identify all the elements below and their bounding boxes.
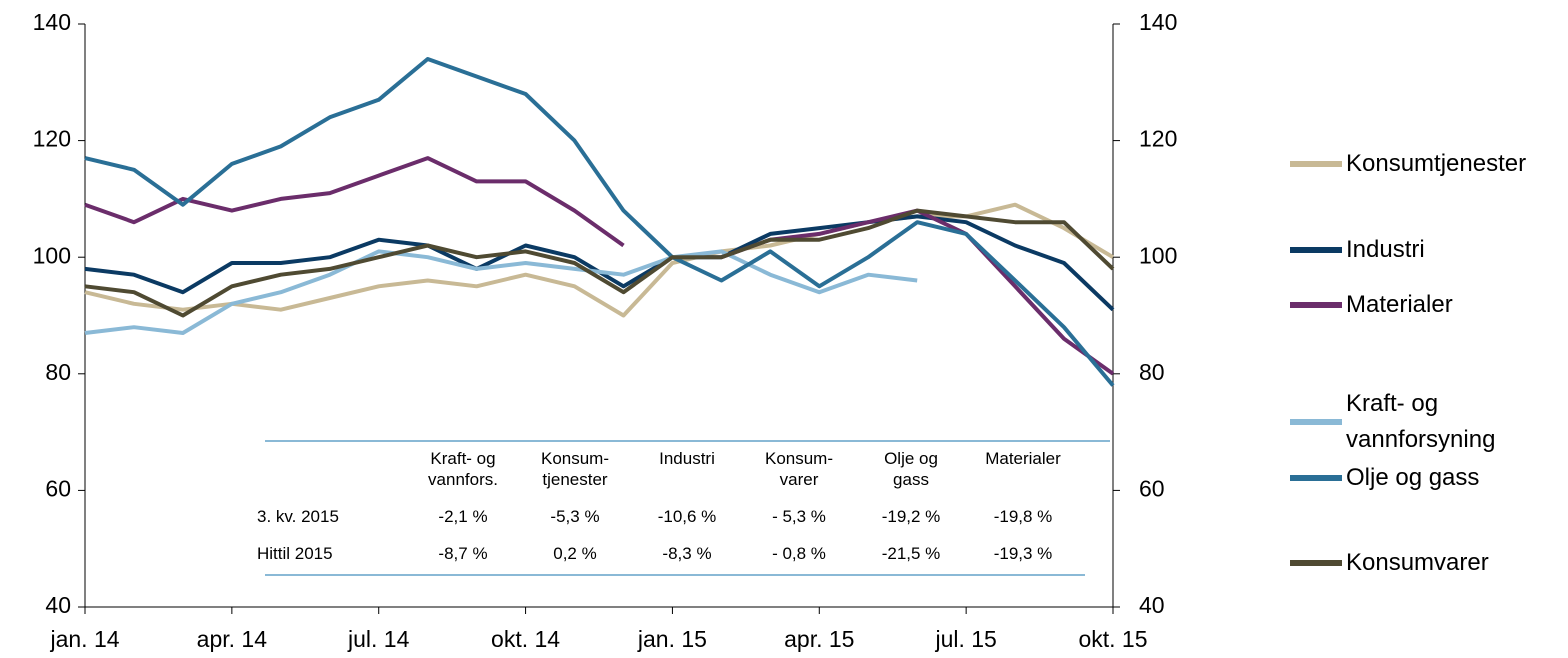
table-cell: - 0,8 %	[772, 543, 826, 563]
legend-swatch	[1290, 247, 1342, 253]
legend-item: Konsumvarer	[1290, 545, 1568, 581]
y-tick-label: 40	[45, 592, 71, 618]
x-tick-label: apr. 15	[784, 626, 854, 652]
legend-label: Konsumvarer	[1346, 549, 1489, 576]
column-header: Konsum-tjenester	[519, 448, 631, 498]
column-header-text: Konsum-varer	[764, 449, 834, 489]
summary-table: Kraft- og vannfors. Konsum-tjenester Indus…	[245, 448, 1079, 572]
series-line	[84, 57, 1115, 387]
series-line	[84, 249, 918, 335]
x-tick-label: jul. 14	[347, 626, 410, 652]
table-cell: -19,8 %	[993, 506, 1053, 526]
column-header: Konsum-varer	[743, 448, 855, 498]
column-header: Kraft- og vannfors.	[407, 448, 519, 498]
legend-swatch	[1290, 302, 1342, 308]
legend-swatch	[1290, 419, 1342, 425]
y-tick-label: 60	[45, 475, 71, 501]
column-header: Olje og gass	[855, 448, 967, 498]
legend-swatch	[1290, 560, 1342, 566]
row-label: Hittil 2015	[257, 543, 333, 563]
column-header-text: Kraft- og vannfors.	[428, 449, 498, 489]
x-tick-label: apr. 14	[197, 626, 268, 652]
legend-swatch	[1290, 161, 1342, 167]
y-tick-label: 140	[33, 9, 71, 35]
column-header: Industri	[631, 448, 743, 498]
y2-tick-label: 80	[1139, 359, 1165, 385]
table-cell: -8,3 %	[662, 543, 712, 563]
column-header-text: Olje og gass	[884, 449, 938, 489]
table-cell: -2,1 %	[438, 506, 488, 526]
table-row: 3. kv. 2015 -2,1 % -5,3 % -10,6 % - 5,3 % -19…	[245, 498, 1079, 535]
legend-label: Industri	[1346, 236, 1425, 263]
row-label: 3. kv. 2015	[257, 506, 339, 526]
legend-swatch	[1290, 475, 1342, 481]
table-cell: -5,3 %	[550, 506, 600, 526]
series-line	[84, 208, 1115, 318]
legend-item: Olje og gass	[1290, 460, 1568, 496]
legend-label: Materialer	[1346, 291, 1453, 318]
legend-label: Kraft- og vannforsyning	[1346, 390, 1496, 453]
table-cell: -19,3 %	[993, 543, 1053, 563]
y2-tick-label: 140	[1139, 9, 1177, 35]
x-tick-label: jul. 15	[934, 626, 996, 652]
table-cell: - 5,3 %	[772, 506, 826, 526]
column-header-text: Konsum-tjenester	[540, 449, 610, 489]
legend-label: Konsumtjenester	[1346, 150, 1527, 177]
column-header: Materialer	[967, 448, 1079, 498]
table-cell: -21,5 %	[881, 543, 941, 563]
table-cell: 0,2 %	[553, 543, 597, 563]
x-tick-label: jan. 15	[637, 626, 707, 652]
series-line	[84, 202, 1115, 318]
series-line	[84, 156, 1115, 376]
x-tick-label: okt. 14	[491, 626, 560, 652]
legend-label: Olje og gass	[1346, 464, 1480, 491]
legend-item: Industri	[1290, 232, 1568, 268]
legend-item: Materialer	[1290, 287, 1568, 323]
y-tick-label: 100	[33, 242, 71, 268]
y-tick-label: 120	[33, 126, 71, 152]
x-tick-label: jan. 14	[49, 626, 119, 652]
table-cell: -19,2 %	[881, 506, 941, 526]
column-header-text: Materialer	[985, 449, 1061, 468]
y2-tick-label: 120	[1139, 126, 1177, 152]
legend-item: Kraft- og vannforsyning	[1290, 386, 1568, 458]
y2-tick-label: 60	[1139, 475, 1165, 501]
column-header-text: Industri	[659, 449, 715, 468]
y2-tick-label: 40	[1139, 592, 1165, 618]
table-cell: -10,6 %	[657, 506, 717, 526]
table-cell: -8,7 %	[438, 543, 488, 563]
y-tick-label: 80	[45, 359, 71, 385]
x-tick-label: okt. 15	[1078, 626, 1147, 652]
table-row: Hittil 2015 -8,7 % 0,2 % -8,3 % - 0,8 % -21,5…	[245, 535, 1079, 572]
legend-item: Konsumtjenester	[1290, 146, 1568, 182]
y2-tick-label: 100	[1139, 242, 1177, 268]
